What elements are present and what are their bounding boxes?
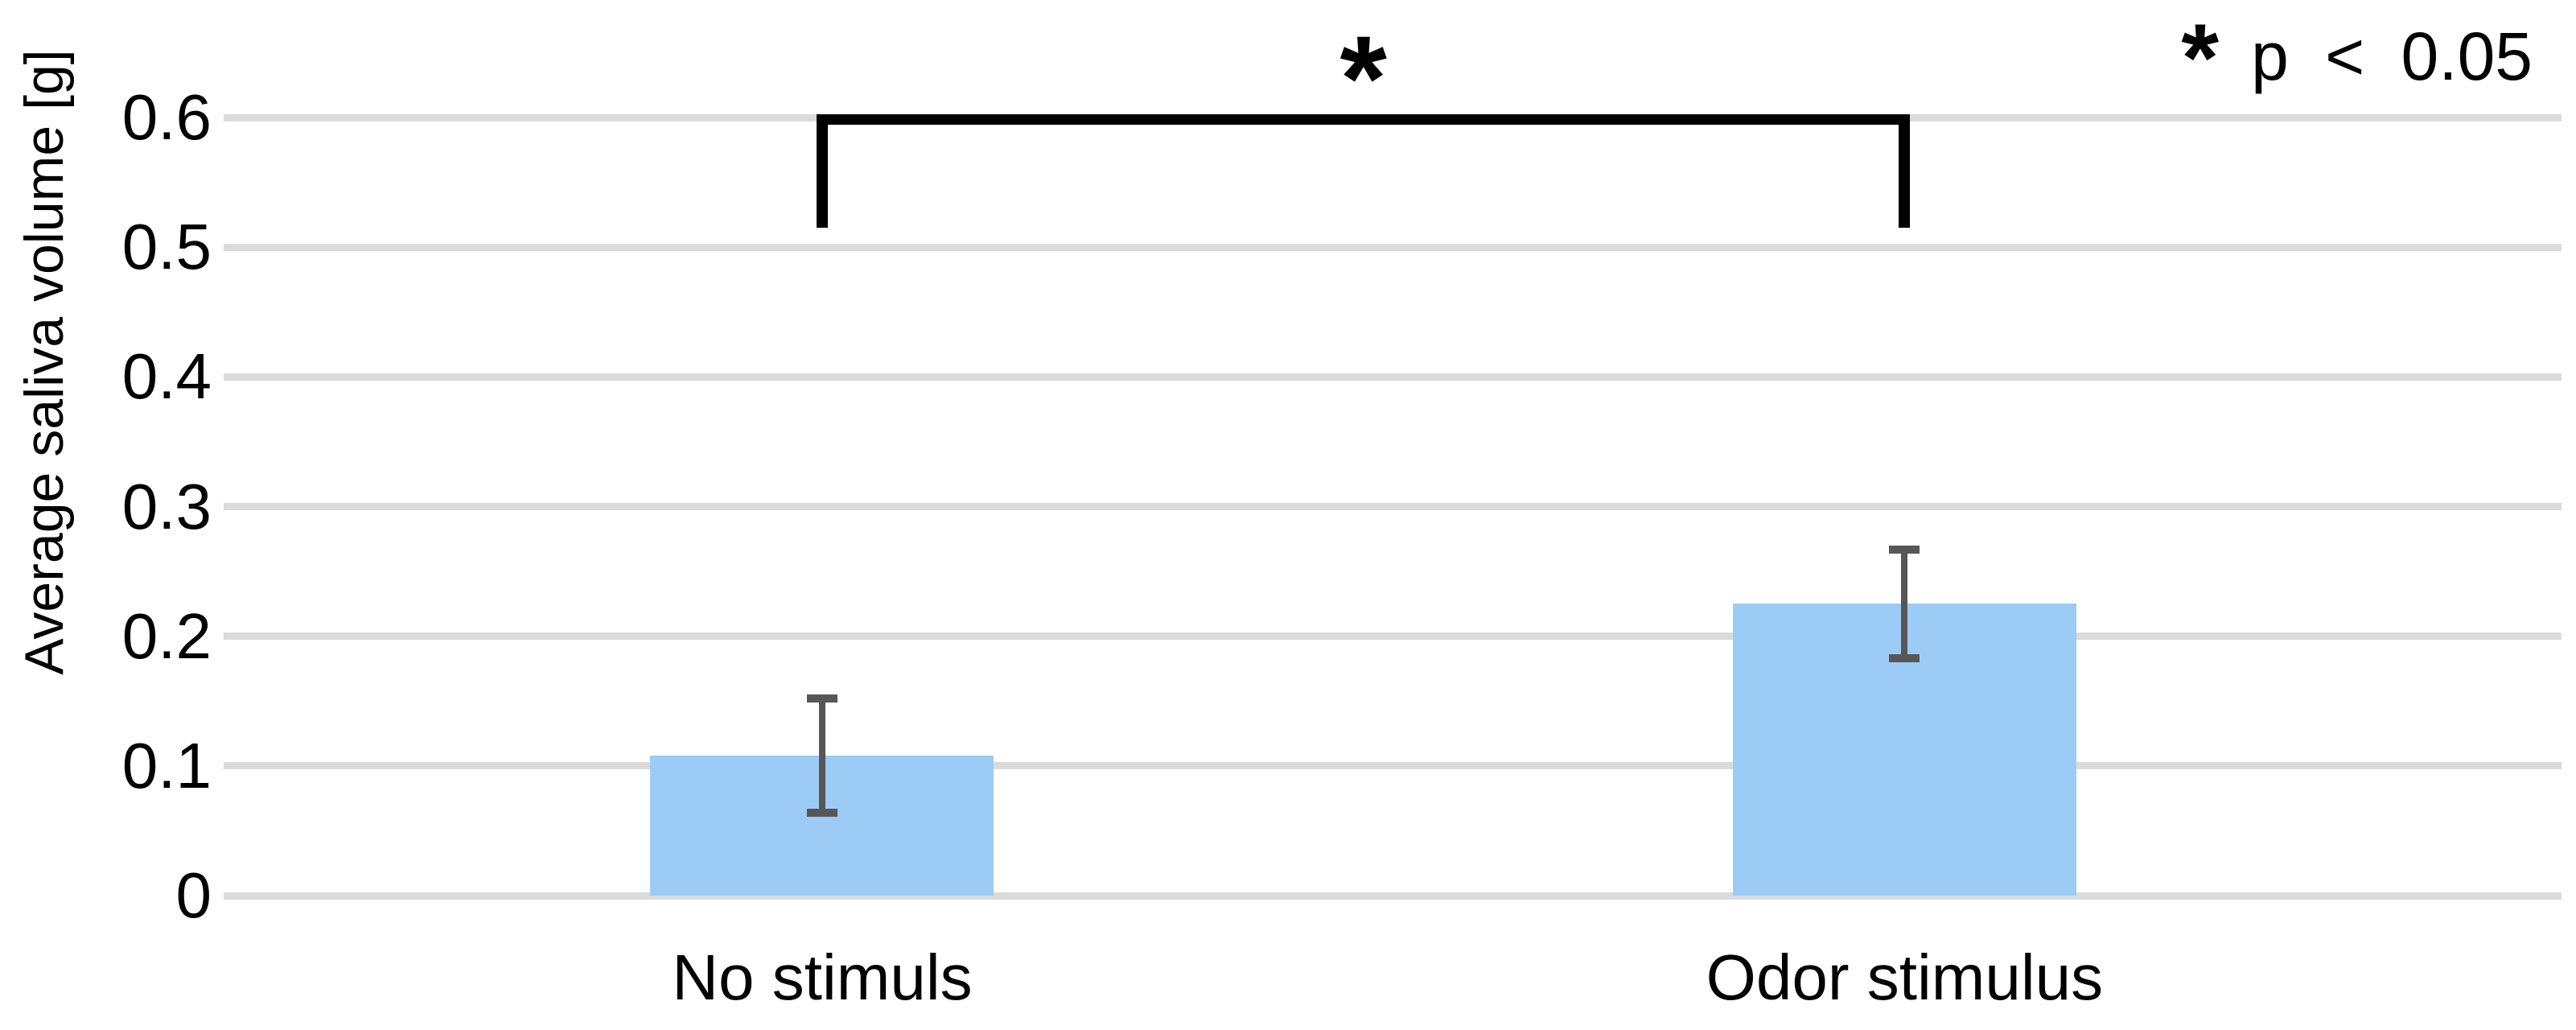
gridline: [224, 762, 2562, 770]
plot-area: [224, 113, 2562, 900]
significance-asterisk: *: [1339, 10, 1387, 146]
y-tick-label: 0: [175, 859, 212, 931]
legend: * p < 0.05: [2181, 4, 2533, 112]
y-tick-label: 0.5: [121, 211, 212, 283]
gridline: [224, 503, 2562, 510]
legend-asterisk-icon: *: [2181, 4, 2220, 112]
x-axis-label: Odor stimulus: [1706, 941, 2104, 1013]
error-bar-cap: [1889, 654, 1920, 663]
y-tick-label: 0.2: [121, 599, 212, 672]
error-bar-cap: [806, 808, 837, 817]
error-bar-line: [1901, 549, 1908, 659]
gridline: [224, 243, 2562, 251]
y-tick-label: 0.4: [121, 340, 212, 413]
error-bar-cap: [1889, 545, 1920, 554]
gridline: [224, 373, 2562, 381]
y-tick-label: 0.6: [121, 81, 212, 153]
error-bar-cap: [806, 694, 837, 703]
y-tick-label: 0.3: [121, 470, 212, 542]
x-axis-label: No stimuls: [672, 941, 973, 1013]
gridline: [224, 632, 2562, 641]
y-tick-label: 0.1: [121, 729, 212, 801]
gridline: [224, 892, 2562, 900]
legend-text: p < 0.05: [2251, 19, 2533, 94]
error-bar-line: [818, 698, 825, 813]
significance-bracket: [816, 114, 1911, 228]
